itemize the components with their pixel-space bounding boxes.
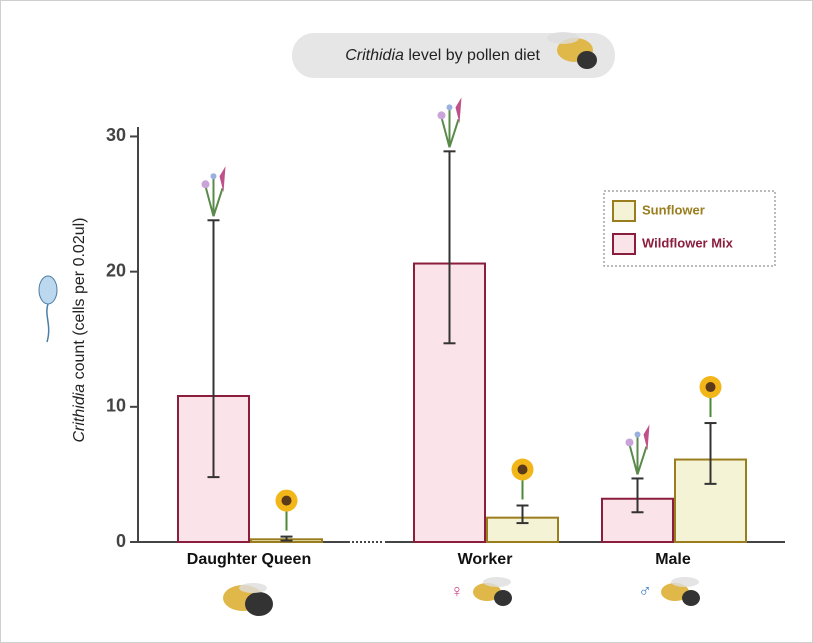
bloom	[643, 424, 650, 451]
bee-abdomen	[245, 592, 273, 616]
bee-icon	[547, 32, 597, 69]
title-italic: Crithidia	[345, 47, 404, 64]
center	[281, 495, 292, 506]
x-tick-label: Male	[655, 551, 691, 568]
x-tick-label: Daughter Queen	[187, 551, 311, 568]
stems	[440, 109, 460, 148]
legend-swatch	[612, 233, 636, 255]
bloom	[455, 97, 462, 124]
center	[517, 464, 528, 475]
parasite-icon	[38, 275, 58, 343]
bee-abdomen	[494, 590, 512, 606]
bloom	[210, 173, 217, 180]
flower-icon	[699, 376, 722, 418]
legend-swatch	[612, 200, 636, 222]
y-tick-label: 30	[106, 125, 126, 145]
y-axis-label: Crithidia count (cells per 0.02ul)	[71, 218, 88, 443]
bloom	[625, 438, 634, 447]
y-tick-label: 0	[116, 531, 126, 551]
bloom	[219, 166, 226, 193]
bee-icon	[473, 577, 512, 606]
y-tick-label: 20	[106, 260, 126, 280]
y-label-italic: Crithidia	[71, 384, 88, 443]
chart-title: Crithidia level by pollen diet	[345, 47, 540, 64]
flower-icon	[511, 458, 534, 500]
center	[705, 382, 716, 393]
bee-body	[661, 583, 689, 601]
y-label-rest: count (cells per 0.02ul)	[71, 218, 88, 380]
y-tick-label: 10	[106, 396, 126, 416]
stems	[628, 436, 648, 475]
sex-symbol: ♀	[450, 581, 464, 601]
flower-icon	[201, 166, 226, 217]
legend-label: Sunflower	[642, 202, 705, 217]
bee-body	[473, 583, 501, 601]
bee-icon	[661, 577, 700, 606]
bee-wing	[483, 577, 511, 587]
stems	[204, 178, 224, 217]
title-pill	[292, 33, 615, 78]
legend-label: Wildflower Mix	[642, 235, 734, 250]
bloom	[634, 431, 641, 438]
bloom	[437, 111, 446, 120]
title-rest: level by pollen diet	[408, 47, 540, 64]
bloom	[201, 180, 210, 189]
bloom	[446, 104, 453, 111]
sex-symbol: ♂	[638, 581, 652, 601]
x-tick-label: Worker	[458, 551, 513, 568]
flower-icon	[275, 489, 298, 531]
bee-wing	[671, 577, 699, 587]
bee-abdomen	[682, 590, 700, 606]
bee-icon	[223, 583, 273, 616]
flower-icon	[437, 97, 462, 148]
bee-wing	[239, 583, 267, 593]
flower-icon	[625, 424, 650, 475]
